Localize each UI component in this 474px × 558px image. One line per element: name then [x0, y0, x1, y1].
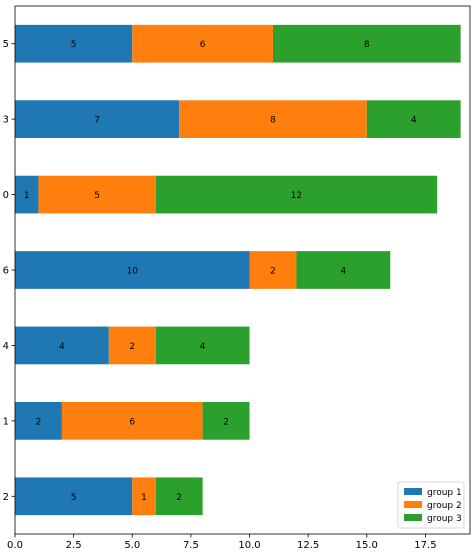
data-label: 1	[24, 191, 30, 201]
legend-label: group 3	[427, 514, 462, 524]
legend: group 1 group 2 group 3	[397, 481, 465, 529]
legend-swatch	[404, 514, 422, 521]
data-label: 12	[291, 191, 302, 201]
bar-segment-3-series-3	[366, 100, 461, 138]
legend-swatch	[404, 488, 422, 495]
legend-swatch	[404, 501, 422, 508]
x-tick-label: 10.0	[238, 540, 260, 551]
data-label: 7	[94, 116, 100, 126]
data-label: 5	[94, 191, 100, 201]
data-label: 5	[71, 493, 77, 503]
bar-segment-2-series-2	[132, 477, 156, 516]
x-tick-label: 15.0	[356, 540, 378, 551]
x-tick-label: 0.0	[7, 540, 23, 551]
data-label: 4	[340, 267, 346, 277]
legend-label: group 2	[427, 501, 462, 511]
data-label: 2	[270, 267, 276, 277]
x-tick-label: 12.5	[297, 540, 319, 551]
data-label: 4	[59, 342, 65, 352]
x-tick-label: 7.5	[183, 540, 199, 551]
bar-segment-4-series-3	[155, 326, 250, 365]
y-tick-label: 0	[3, 190, 9, 201]
data-label: 4	[200, 342, 206, 352]
bar-segment-2-series-1	[15, 477, 133, 516]
bar-segment-5-series-1	[15, 24, 133, 63]
x-tick-label: 5.0	[124, 540, 140, 551]
bar-segment-0-series-3	[155, 175, 438, 214]
data-label: 1	[141, 493, 147, 503]
bar-segment-2-series-3	[155, 477, 203, 516]
x-tick-label: 17.5	[414, 540, 436, 551]
data-labels-layer: 5 1 22 6 24 2 410 2 41 5 127 8 45 6 8	[24, 40, 417, 503]
bar-segment-3-series-1	[15, 100, 180, 138]
data-label: 2	[129, 342, 135, 352]
data-label: 5	[71, 40, 77, 50]
bar-segment-5-series-3	[272, 24, 461, 63]
bar-segment-6-series-2	[249, 251, 297, 289]
bar-segment-3-series-2	[179, 100, 367, 138]
bar-segment-0-series-2	[38, 175, 156, 214]
y-tick-label: 6	[3, 266, 9, 277]
data-label: 10	[127, 267, 139, 277]
bar-segment-6-series-3	[296, 251, 391, 289]
bar-segment-4-series-2	[108, 326, 156, 365]
bar-segment-6-series-1	[15, 251, 250, 289]
x-tick-label: 2.5	[66, 540, 82, 551]
bar-segment-1-series-3	[202, 402, 250, 440]
bar-segment-5-series-2	[132, 24, 273, 63]
data-label: 8	[270, 116, 276, 126]
data-label: 2	[176, 493, 182, 503]
y-tick-label: 1	[3, 416, 9, 427]
data-label: 2	[36, 417, 42, 427]
y-tick-label: 4	[3, 341, 9, 352]
data-label: 8	[364, 40, 370, 50]
y-tick-label: 3	[3, 115, 9, 126]
bar-segment-4-series-1	[15, 326, 109, 365]
data-label: 4	[411, 116, 417, 126]
legend-label: group 1	[427, 488, 462, 498]
y-tick-label: 5	[3, 39, 9, 50]
data-label: 2	[223, 417, 229, 427]
bar-segment-0-series-1	[15, 175, 39, 214]
bar-segment-1-series-2	[61, 402, 203, 440]
axes-layer: 0.0 2.5 5.0 7.5 10.0 12.5 15.0 17.5 2 1 4 6 0 3 5	[3, 5, 471, 551]
data-label: 6	[129, 417, 135, 427]
bar-segment-1-series-1	[15, 402, 62, 440]
y-tick-label: 2	[3, 492, 9, 503]
data-label: 6	[200, 40, 206, 50]
bars-layer	[15, 24, 461, 516]
